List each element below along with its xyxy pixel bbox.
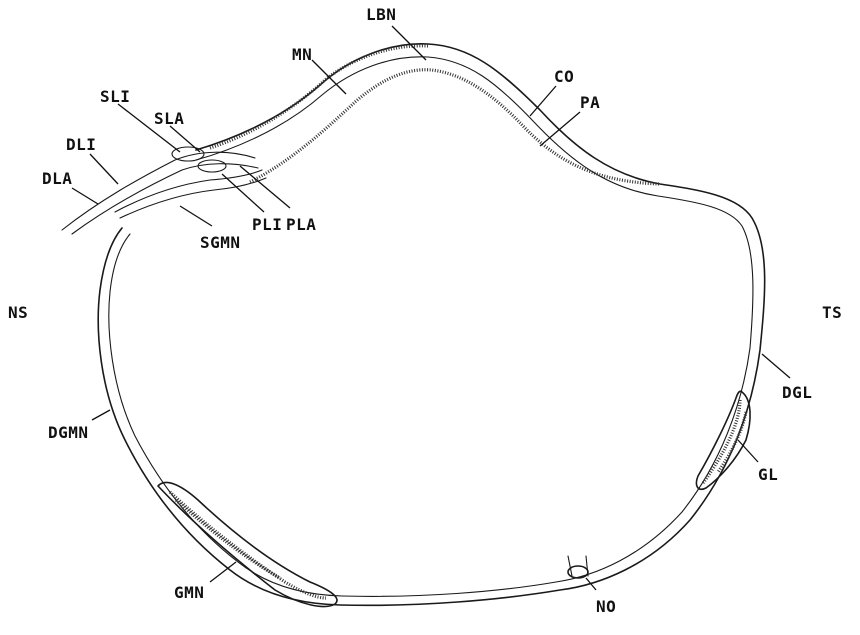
leader-lines (71, 25, 791, 591)
leader-dla (71, 187, 99, 205)
label-gl: GL (758, 465, 778, 484)
inner-wall (108, 56, 754, 597)
label-no: NO (596, 597, 616, 616)
label-dgmn: DGMN (48, 423, 89, 442)
outer-wall (97, 43, 766, 607)
nerve-line-3 (114, 169, 263, 213)
no-structure (567, 555, 589, 579)
leader-pa (539, 111, 581, 147)
gmn-gland-texture-2 (174, 498, 281, 580)
leader-sgmn (179, 205, 213, 227)
leader-sli (117, 103, 181, 153)
label-pa: PA (580, 93, 600, 112)
leader-no (585, 577, 597, 591)
label-pli: PLI (252, 215, 282, 234)
leader-dli (89, 153, 119, 185)
gmn-gland-texture (168, 490, 327, 600)
leader-dgl (761, 353, 791, 379)
nerve-line-2 (71, 163, 259, 235)
leader-pla (239, 165, 291, 209)
gmn-gland-shape (157, 481, 338, 608)
leader-mn (311, 59, 347, 95)
leader-co (529, 85, 557, 117)
labels: LBN MN CO PA SLI SLA DLI DLA PLI PLA SGM… (8, 5, 842, 616)
leader-gmn (209, 561, 237, 583)
leader-gl (737, 439, 759, 463)
nerve-bundle (61, 146, 267, 235)
dorsal-band-hatch (249, 68, 661, 186)
nerve-line-1 (61, 151, 256, 231)
label-sla: SLA (154, 109, 184, 128)
label-co: CO (554, 67, 574, 86)
gmn-gland (157, 481, 338, 608)
label-ns: NS (8, 303, 28, 322)
gl-gland-shape (695, 390, 751, 491)
label-dgl: DGL (782, 383, 812, 402)
label-dli: DLI (66, 135, 96, 154)
leader-dgmn (91, 409, 111, 421)
nerve-line-4 (119, 177, 267, 219)
label-lbn: LBN (366, 5, 396, 24)
nerve-loop-2 (197, 159, 227, 173)
leader-sla (169, 125, 201, 153)
label-sli: SLI (100, 87, 130, 106)
nerve-loop (171, 146, 205, 162)
label-pla: PLA (286, 215, 316, 234)
body-outline (97, 43, 766, 607)
label-mn: MN (292, 45, 312, 64)
leader-lbn (391, 25, 427, 61)
leader-pli (221, 173, 265, 213)
gl-gland-texture-2 (716, 411, 748, 473)
no-stem-right (585, 555, 589, 577)
label-sgmn: SGMN (200, 233, 241, 252)
no-stem-left (567, 555, 573, 577)
gl-gland-texture (700, 399, 742, 486)
label-dla: DLA (42, 169, 72, 188)
gl-gland (695, 390, 751, 491)
label-gmn: GMN (174, 583, 204, 602)
label-ts: TS (822, 303, 842, 322)
